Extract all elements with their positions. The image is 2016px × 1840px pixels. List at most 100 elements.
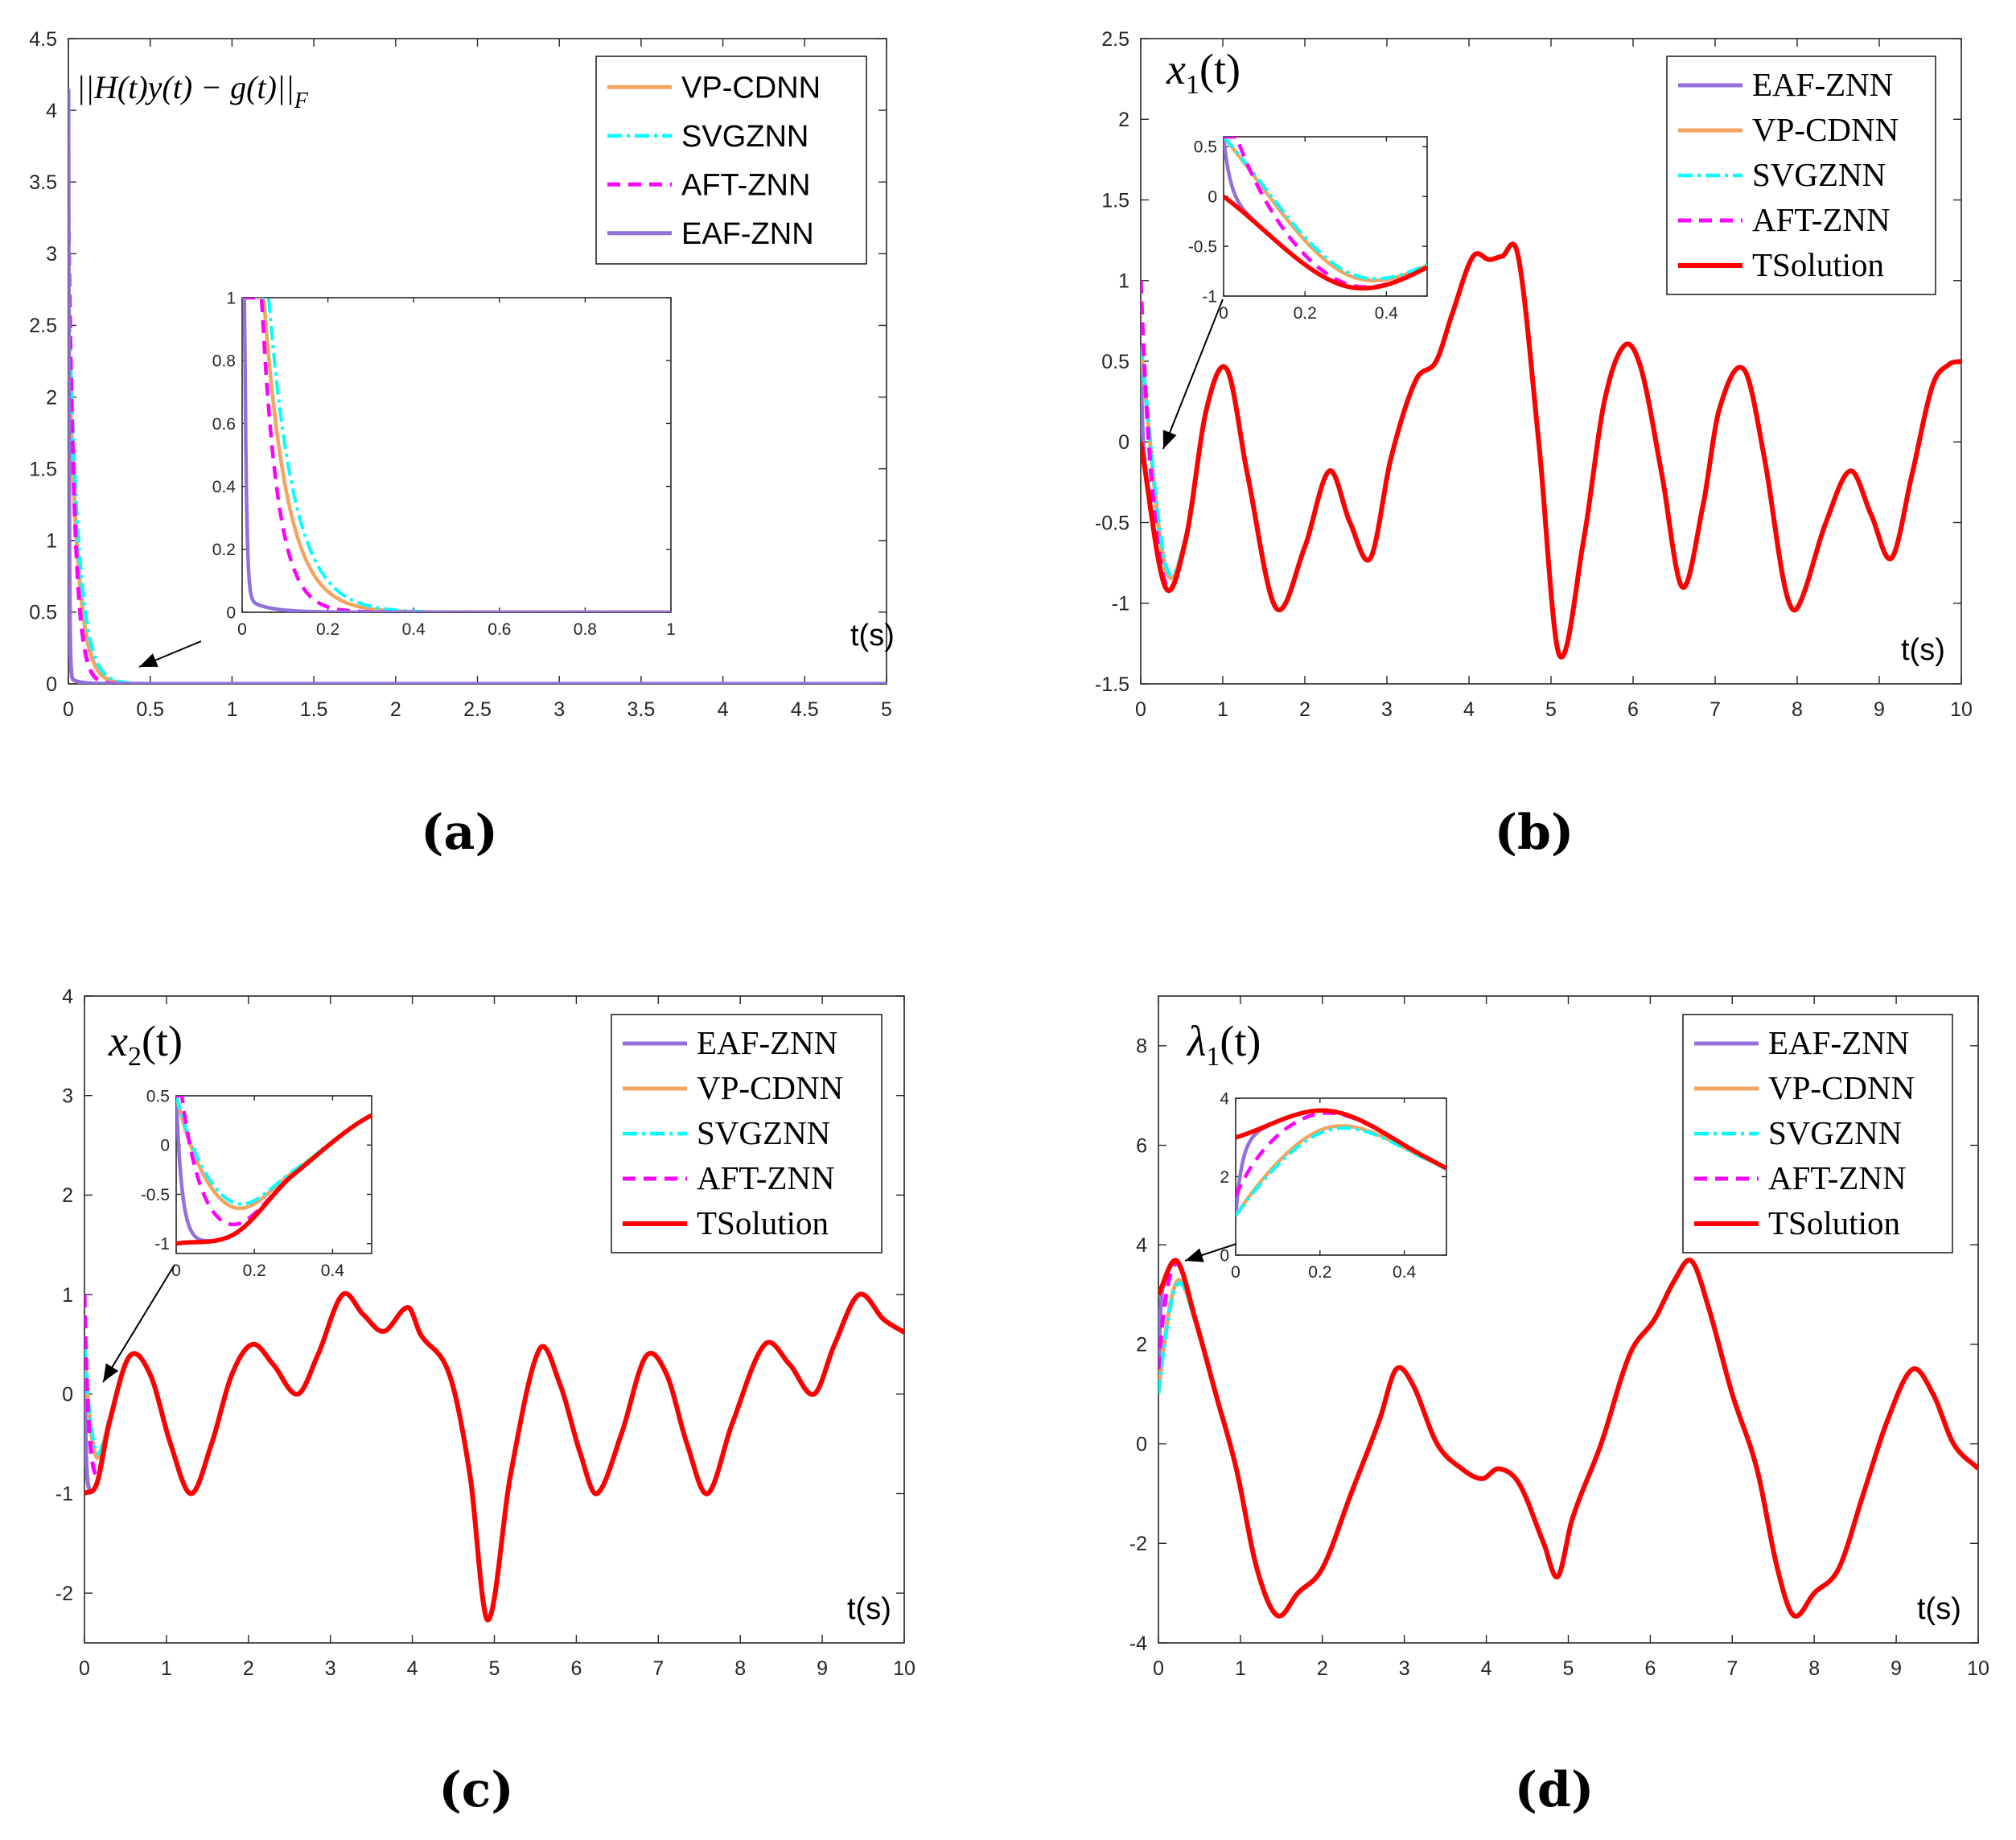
annotation-main: ||H(t)y(t) − g(t)||	[76, 69, 294, 105]
axis-b-xtick-label: 5	[1545, 698, 1557, 721]
inset-axis-b-ytick-label: 0.5	[1194, 138, 1217, 157]
axis-c-xtick-label: 6	[570, 1657, 582, 1680]
inset-d: 0 0.2 0.4 0 2 4	[1220, 1089, 1447, 1282]
legend-c: EAF-ZNN VP-CDNN SVGZNN AFT-ZNN TSolution	[611, 1014, 883, 1253]
inset-axis-a-xtick-label: 0.6	[488, 620, 511, 639]
series-group-c	[84, 1290, 904, 1623]
axis-b-ytick-label: 1.5	[1101, 189, 1129, 212]
legend-label-aft-znn: AFT-ZNN	[1752, 201, 1891, 238]
series-tsolution	[1141, 241, 1961, 660]
axis-a-ytick-label: 3.5	[29, 171, 57, 194]
inset-axis-d-xtick-label: 0.4	[1393, 1263, 1417, 1282]
inset-axis-c-ytick-label: 0	[160, 1137, 170, 1155]
axis-a-xtick-label: 0.5	[136, 698, 164, 721]
inset-axis-a-xtick-label: 0.4	[402, 620, 426, 639]
annotation-sub: F	[294, 89, 309, 113]
axis-c-ytick-label: 4	[62, 986, 73, 1008]
inset-axis-c-ytick-label: -0.5	[141, 1186, 170, 1204]
xlabel-d: t(s)	[1917, 1592, 1961, 1626]
axis-a-ytick-label: 2.5	[29, 315, 57, 337]
axis-b-ytick-label: -1.5	[1095, 673, 1129, 696]
annotation-tail: (t)	[1199, 45, 1240, 93]
inset-axis-a-xtick-label: 0.8	[574, 620, 597, 639]
axis-d-ytick-label: -2	[1129, 1533, 1147, 1555]
axis-b-ytick-label: 0	[1118, 431, 1129, 454]
caption-b: (b)	[1495, 805, 1574, 861]
inset-b: 0 0.2 0.4 -1 -0.5 0 0.5	[1188, 136, 1428, 323]
inset-axis-a-ytick-label: 0.2	[212, 541, 236, 559]
axis-a-xtick-label: 3	[553, 698, 565, 721]
axis-a-xtick-label: 0	[63, 698, 74, 721]
inset-axis-d-ytick-label: 2	[1220, 1168, 1229, 1187]
inset-c: 0 0.2 0.4 -1 -0.5 0 0.5	[141, 1087, 372, 1280]
inset-axis-d-xtick-label: 0	[1231, 1263, 1240, 1282]
axis-c-xtick-label: 9	[817, 1657, 828, 1680]
annotation-sub: 2	[128, 1042, 142, 1072]
legend-label-svgznn: SVGZNN	[697, 1114, 830, 1151]
inset-series-group-c	[176, 1096, 372, 1246]
panel-b: 0 1 2 3 4 5 6 7 8 9 10-1.5-1-0.500.511.522.50 0.2 0.…	[1095, 28, 1973, 721]
inset-series-tsolution	[176, 1113, 372, 1246]
inset-axis-a-xtick-label: 0	[237, 620, 247, 639]
inset-series-group-d	[1236, 1108, 1446, 1217]
axis-c-ytick-label: 1	[62, 1284, 73, 1307]
annotation-tail: (t)	[142, 1017, 183, 1065]
series-group-b	[1141, 241, 1961, 660]
inset-axis-c-ytick-label: -1	[154, 1235, 170, 1253]
inset-axis-a-frame	[241, 297, 672, 613]
annotation-a: ||H(t)y(t) − g(t)||F	[76, 69, 309, 113]
inset-axis-a-ytick-label: 0.4	[212, 478, 237, 496]
inset-series-group-b	[1224, 137, 1427, 291]
legend-label-eaf-znn: EAF-ZNN	[1752, 66, 1893, 103]
inset-series-svgznn	[1236, 1126, 1446, 1217]
axis-b-xtick-label: 6	[1627, 698, 1639, 721]
legend-label-svgznn: SVGZNN	[1752, 156, 1886, 193]
xlabel-b: t(s)	[1901, 633, 1945, 667]
axis-b-xtick-label: 10	[1950, 698, 1973, 721]
legend-label-eaf-znn: EAF-ZNN	[697, 1024, 837, 1061]
legend-d: EAF-ZNN VP-CDNN SVGZNN AFT-ZNN TSolution	[1682, 1014, 1953, 1253]
inset-axis-b-xtick-label: 0	[1219, 304, 1228, 323]
axis-c-xtick-label: 7	[652, 1657, 664, 1680]
series-tsolution	[1158, 1258, 1978, 1619]
axis-a-ytick-label: 3	[46, 243, 57, 266]
inset-axis-b-ytick-label: -1	[1202, 287, 1217, 306]
legend-label-vp-cdnn: VP-CDNN	[1752, 111, 1899, 148]
caption-c: (c)	[438, 1762, 513, 1818]
inset-axis-b-frame	[1223, 136, 1428, 297]
axis-c-xtick-label: 8	[734, 1657, 746, 1680]
inset-series-svgznn	[1224, 137, 1427, 281]
axis-b-ytick-label: 0.5	[1101, 351, 1129, 373]
axis-c-xtick-label: 3	[325, 1657, 336, 1680]
legend-label-tsolution: TSolution	[697, 1204, 829, 1241]
axis-c-ytick-label: 2	[62, 1184, 73, 1207]
inset-series-tsolution	[1236, 1108, 1446, 1171]
inset-series-tsolution	[1224, 194, 1427, 291]
axis-b-xtick-label: 4	[1463, 698, 1475, 721]
legend-a: VP-CDNN SVGZNN AFT-ZNN EAF-ZNN	[595, 56, 867, 265]
axis-a-ytick-label: 1.5	[29, 458, 57, 480]
axis-a-xtick-label: 4	[718, 698, 729, 721]
inset-series-eaf-znn	[242, 298, 671, 612]
panel-d: 0 1 2 3 4 5 6 7 8 9 10 -4 -2 0 2 4 6 8 0 0.2 0.4 0 2 4 t(s) EAF-Z…	[1129, 995, 1989, 1680]
axis-c-xtick-label: 0	[79, 1657, 90, 1680]
inset-axis-a-ytick-label: 0.8	[212, 352, 236, 371]
legend-label-vp-cdnn: VP-CDNN	[681, 71, 821, 105]
axis-b-ytick-label: 2.5	[1101, 28, 1129, 51]
inset-axis-c-ytick-label: 0.5	[146, 1087, 170, 1105]
axis-c-ytick-label: -2	[56, 1583, 73, 1605]
inset-axis-c-xtick-label: 0.2	[243, 1262, 266, 1280]
inset-axis-a-xtick-label: 0.2	[316, 620, 339, 639]
axis-b-xtick-label: 3	[1381, 698, 1393, 721]
series-tsolution	[84, 1290, 904, 1623]
axis-d-xtick-label: 7	[1726, 1657, 1738, 1680]
legend-label-aft-znn: AFT-ZNN	[681, 168, 810, 202]
inset-axis-d-ytick-label: 4	[1220, 1089, 1229, 1108]
annotation-d: λ1(t)	[1186, 1017, 1261, 1072]
annotation-main: λ	[1186, 1017, 1206, 1065]
inset-axis-a-ytick-label: 0.6	[212, 415, 236, 434]
axis-d-xtick-label: 5	[1563, 1657, 1574, 1680]
axis-b-xtick-label: 7	[1709, 698, 1721, 721]
annotation-main: x	[1166, 45, 1186, 93]
axis-b-ytick-label: 1	[1118, 270, 1129, 293]
